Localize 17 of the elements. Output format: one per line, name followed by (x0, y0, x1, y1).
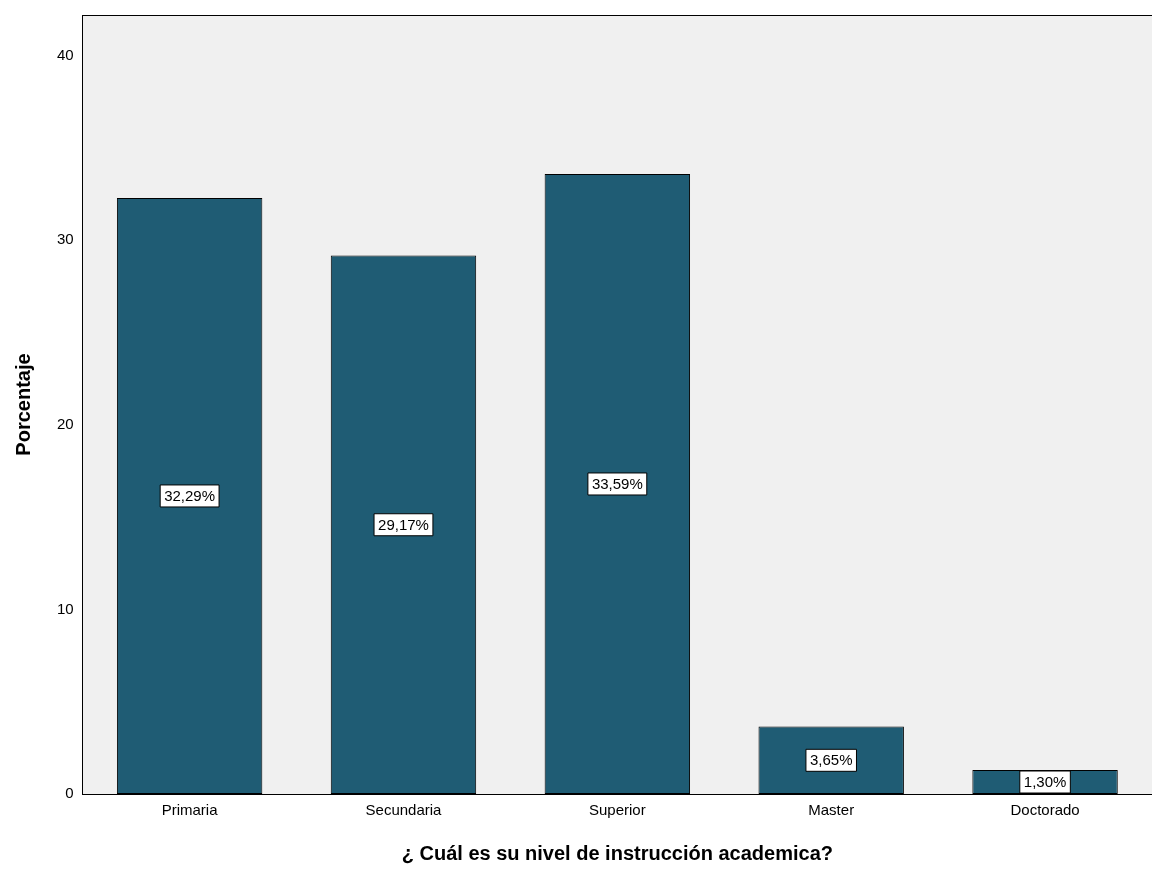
x-tick-label: Doctorado (1010, 801, 1080, 819)
data-label: 29,17% (378, 515, 429, 533)
x-tick-label: Master (808, 801, 855, 819)
data-label: 1,30% (1023, 773, 1067, 791)
x-axis-title: ¿ Cuál es su nivel de instrucción academica? (401, 841, 833, 864)
data-label: 33,59% (591, 475, 643, 493)
y-tick-label: 20 (57, 414, 74, 432)
x-tick-label: Superior (588, 801, 646, 819)
y-tick-label: 30 (57, 230, 74, 248)
data-label: 3,65% (809, 751, 853, 769)
data-label: 32,29% (164, 487, 216, 505)
y-tick-label: 0 (65, 784, 74, 802)
x-tick-label: Secundaria (365, 801, 443, 819)
y-tick-label: 40 (57, 45, 74, 63)
x-tick-label: Primaria (161, 801, 219, 819)
y-tick-label: 10 (57, 599, 74, 617)
y-axis-title: Porcentaje (11, 353, 34, 456)
